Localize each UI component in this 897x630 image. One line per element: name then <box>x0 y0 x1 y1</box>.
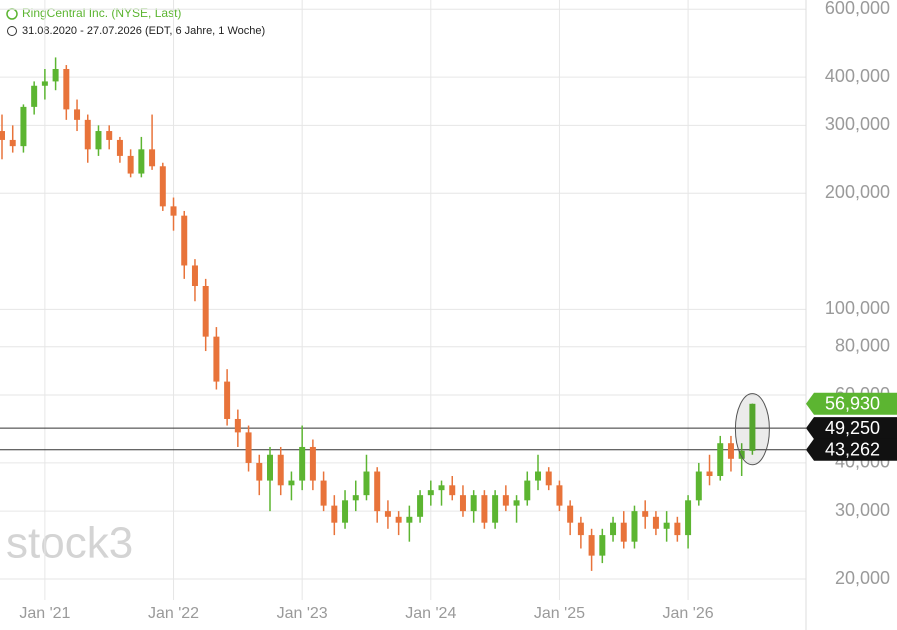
candle-body <box>577 522 584 536</box>
candle-body <box>106 131 113 140</box>
candle-body <box>545 471 552 486</box>
candle-body <box>224 381 231 419</box>
watermark: stock3 <box>6 519 133 568</box>
candle-body <box>309 446 316 481</box>
candle-body <box>685 500 692 536</box>
candle-body <box>535 471 541 481</box>
candle-body <box>738 450 745 459</box>
candle-body <box>417 495 424 517</box>
y-tick-label: 20,000 <box>835 568 890 588</box>
candle-body <box>588 535 595 556</box>
candle-body <box>149 149 156 167</box>
candle-body <box>717 443 724 476</box>
candle-body <box>267 454 273 481</box>
candle-body <box>599 535 606 556</box>
candle-body <box>74 109 81 120</box>
header: RingCentral Inc. (NYSE, Last) 31.08.2020… <box>6 6 265 37</box>
candle-body <box>524 480 531 501</box>
y-tick-label: 300,000 <box>825 114 890 134</box>
candle-body <box>342 500 349 523</box>
candle-body <box>395 516 402 523</box>
candle-body <box>181 215 188 266</box>
candle-body <box>84 119 91 150</box>
candle-body <box>127 155 134 174</box>
candle-body <box>492 495 499 523</box>
candle-body <box>610 522 617 536</box>
x-tick-label: Jan '21 <box>19 605 70 622</box>
candle-body <box>674 522 681 536</box>
candle-body <box>502 495 509 506</box>
candle-body <box>170 206 177 216</box>
candle-body <box>277 454 284 486</box>
clock-icon <box>7 26 17 36</box>
candle-body <box>138 149 145 174</box>
candle-body <box>116 139 123 156</box>
price-tag <box>806 438 897 461</box>
candle-body <box>749 403 756 451</box>
logo-icon <box>6 8 18 20</box>
candle-body <box>567 505 574 523</box>
x-tick-label: Jan '23 <box>277 605 328 622</box>
y-tick-label: 30,000 <box>835 500 890 520</box>
candle-body <box>706 471 713 476</box>
candle-body <box>459 495 466 512</box>
y-tick-label: 400,000 <box>825 66 890 86</box>
y-tick-label: 600,000 <box>825 0 890 18</box>
candle-body <box>470 495 477 512</box>
chart-title: RingCentral Inc. (NYSE, Last) <box>22 6 181 20</box>
price-tag <box>806 392 897 415</box>
price-tag <box>806 417 897 440</box>
candle-body <box>631 511 638 542</box>
candle-body <box>20 106 27 147</box>
candle-body <box>41 81 48 86</box>
candle-body <box>213 336 220 382</box>
candle-body <box>299 446 306 481</box>
candle-body <box>695 471 702 501</box>
candle-body <box>288 480 295 486</box>
candle-body <box>256 462 263 481</box>
candle-body <box>191 265 198 287</box>
y-tick-label: 100,000 <box>825 298 890 318</box>
candle-body <box>449 485 456 496</box>
chart-subtitle: 31.08.2020 - 27.07.2026 (EDT, 6 Jahre, 1… <box>22 25 265 37</box>
price-tag-label: 43,262 <box>825 440 880 460</box>
candle-body <box>0 131 5 140</box>
candle-body <box>234 418 241 433</box>
candle-body <box>384 511 391 517</box>
x-tick-label: Jan '22 <box>148 605 199 622</box>
candle-body <box>374 471 381 512</box>
x-tick-label: Jan '25 <box>534 605 585 622</box>
candle-body <box>320 480 327 506</box>
candle-body <box>652 516 659 529</box>
candle-body <box>202 286 209 337</box>
candle-body <box>352 495 359 501</box>
candle-body <box>406 516 413 523</box>
y-tick-label: 200,000 <box>825 182 890 202</box>
y-tick-label: 80,000 <box>835 336 890 356</box>
candle-body <box>427 490 434 496</box>
candle-body <box>159 166 166 207</box>
candle-body <box>620 522 627 542</box>
candle-body <box>727 443 734 459</box>
candle-body <box>9 139 16 147</box>
x-tick-label: Jan '26 <box>663 605 714 622</box>
candle-body <box>363 471 370 496</box>
candle-body <box>95 131 102 150</box>
candle-body <box>438 485 445 491</box>
price-tag-label: 49,250 <box>825 418 880 438</box>
highlight-ellipse <box>734 393 770 466</box>
candle-body <box>556 485 563 506</box>
candle-body <box>63 68 70 110</box>
price-tag-label: 56,930 <box>825 394 880 414</box>
x-tick-label: Jan '24 <box>405 605 456 622</box>
candle-body <box>52 68 59 82</box>
candle-body <box>31 85 38 107</box>
candle-body <box>331 505 338 523</box>
candle-body <box>245 432 252 463</box>
candle-body <box>642 511 649 517</box>
candle-body <box>513 500 520 506</box>
candle-body <box>481 495 488 523</box>
candle-body <box>663 522 670 529</box>
